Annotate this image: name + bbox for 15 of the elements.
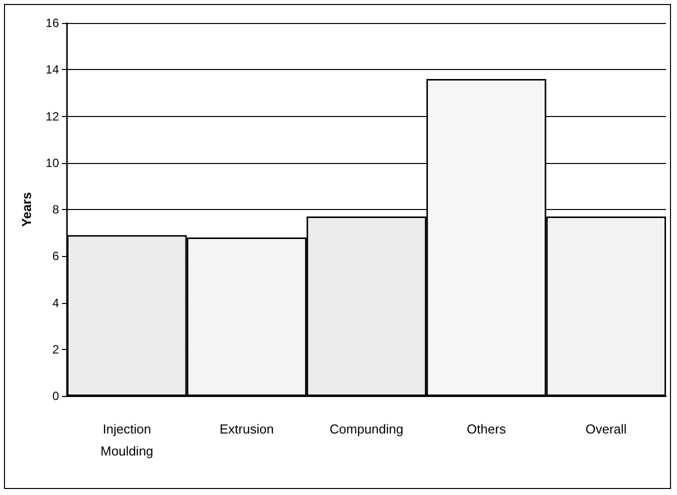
x-tick-label: Injection Moulding (100, 422, 154, 458)
y-tick-label: 10 (46, 156, 60, 170)
y-tick-label: 2 (52, 342, 60, 356)
x-tick-label: Others (466, 422, 506, 436)
y-tick-label: 14 (46, 62, 60, 77)
x-tick-label: Overall (586, 422, 627, 436)
y-tick-label: 4 (52, 296, 60, 310)
x-tick-label: Compunding (330, 422, 404, 436)
y-axis-title: Years (19, 192, 34, 227)
y-tick-label: 0 (52, 389, 60, 403)
x-tick-label: Extrusion (220, 422, 274, 436)
y-tick-label: 12 (46, 109, 60, 124)
y-tick-label: 16 (46, 16, 60, 30)
y-tick-label: 6 (52, 249, 60, 264)
y-tick-label: 8 (52, 202, 60, 216)
